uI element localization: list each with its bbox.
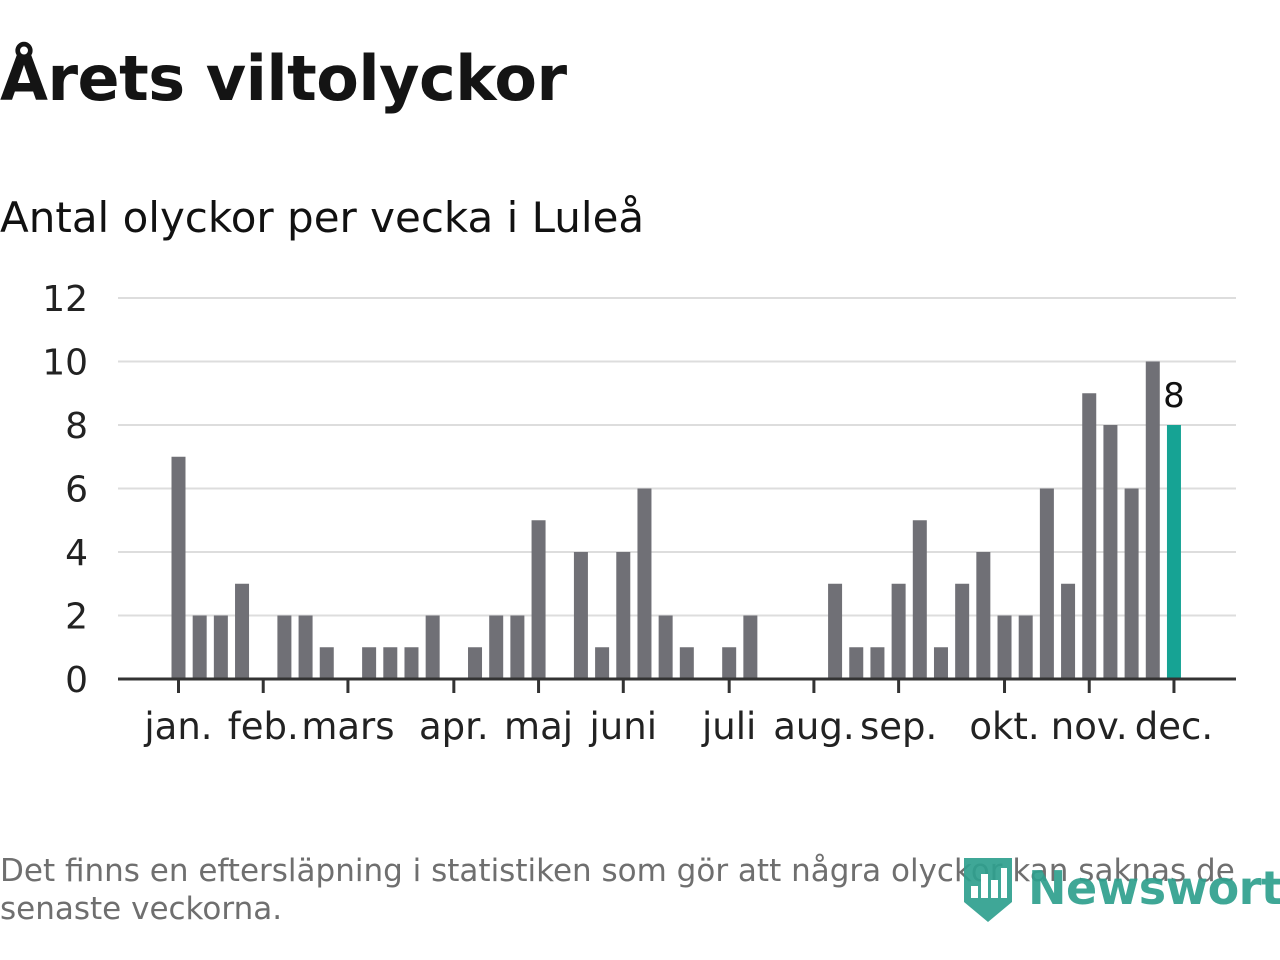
- y-tick-label-8: 8: [65, 406, 88, 447]
- bar-week-45: [1103, 425, 1118, 679]
- y-tick-label-2: 2: [65, 597, 88, 638]
- y-tick-label-10: 10: [42, 343, 88, 384]
- chart-subtitle: Antal olyckor per vecka i Luleå: [0, 193, 645, 242]
- bar-week-34: [870, 647, 885, 679]
- bar-week-42: [1039, 488, 1054, 679]
- bar-chart-shield-icon: [964, 858, 1012, 922]
- bar-week-8: [319, 647, 334, 679]
- bar-week-22: [616, 552, 631, 679]
- bar-week-16: [489, 615, 504, 679]
- bar-week-36: [912, 520, 927, 679]
- bar-week-21: [595, 647, 610, 679]
- bar-week-11: [383, 647, 398, 679]
- bar-week-13: [425, 615, 440, 679]
- bar-week-23: [637, 488, 652, 679]
- month-label-apr: apr.: [419, 705, 489, 748]
- bar-week-17: [510, 615, 525, 679]
- bar-week-20: [573, 552, 588, 679]
- bar-week-28: [743, 615, 758, 679]
- bar-week-43: [1061, 583, 1076, 679]
- y-tick-label-12: 12: [42, 279, 88, 320]
- bar-week-37: [933, 647, 948, 679]
- bar-week-15: [468, 647, 483, 679]
- y-tick-label-4: 4: [65, 533, 88, 574]
- month-label-nov: nov.: [1051, 705, 1128, 748]
- month-label-dec: dec.: [1135, 705, 1213, 748]
- bar-week-47: [1145, 361, 1160, 679]
- chart-title: Årets viltolyckor: [0, 42, 567, 115]
- bar-week-18: [531, 520, 546, 679]
- logo-text: Newsworthy: [1028, 861, 1280, 915]
- bar-week-41: [1018, 615, 1033, 679]
- month-label-jan: jan.: [143, 705, 212, 748]
- bar-week-6: [277, 615, 292, 679]
- bar-week-2: [192, 615, 207, 679]
- bar-week-48: [1166, 425, 1181, 679]
- bar-week-7: [298, 615, 313, 679]
- month-label-juli: juli: [701, 705, 756, 748]
- y-tick-label-6: 6: [65, 470, 88, 511]
- month-label-aug: aug.: [773, 705, 854, 748]
- bar-week-25: [679, 647, 694, 679]
- bar-week-4: [235, 583, 250, 679]
- bar-week-24: [658, 615, 673, 679]
- bar-week-35: [891, 583, 906, 679]
- bar-week-10: [362, 647, 377, 679]
- highlight-value-label: 8: [1163, 376, 1185, 416]
- bar-week-32: [828, 583, 843, 679]
- bar-week-27: [722, 647, 737, 679]
- bar-week-1: [171, 456, 186, 679]
- newsworthy-logo[interactable]: Newsworthy: [962, 852, 1280, 924]
- bar-week-33: [849, 647, 864, 679]
- footnote: Det finns en eftersläpning i statistiken…: [0, 853, 1235, 927]
- bar-week-40: [997, 615, 1012, 679]
- bar-week-46: [1124, 488, 1139, 679]
- bar-week-38: [955, 583, 970, 679]
- month-label-feb: feb.: [228, 705, 299, 748]
- grid-lines: [118, 297, 1236, 617]
- month-label-sep: sep.: [860, 705, 937, 748]
- bar-week-39: [976, 552, 991, 679]
- x-axis: jan. feb. mars apr. maj juni juli aug. sep. okt. n…: [118, 677, 1236, 748]
- bar-week-3: [213, 615, 228, 679]
- bar-week-44: [1082, 393, 1097, 679]
- month-label-mars: mars: [301, 705, 394, 748]
- bar-week-12: [404, 647, 419, 679]
- month-label-okt: okt.: [969, 705, 1039, 748]
- y-axis-ticks: 0 2 4 6 8 10 12: [42, 279, 88, 701]
- month-label-maj: maj: [504, 705, 573, 748]
- bar-chart: 0 2 4 6 8 10 12 jan. feb. mars apr. maj juni juli aug…: [42, 279, 1236, 748]
- y-tick-label-0: 0: [65, 660, 88, 701]
- data-labels: 8: [1163, 376, 1185, 416]
- bars: [171, 361, 1181, 679]
- month-label-juni: juni: [589, 705, 657, 748]
